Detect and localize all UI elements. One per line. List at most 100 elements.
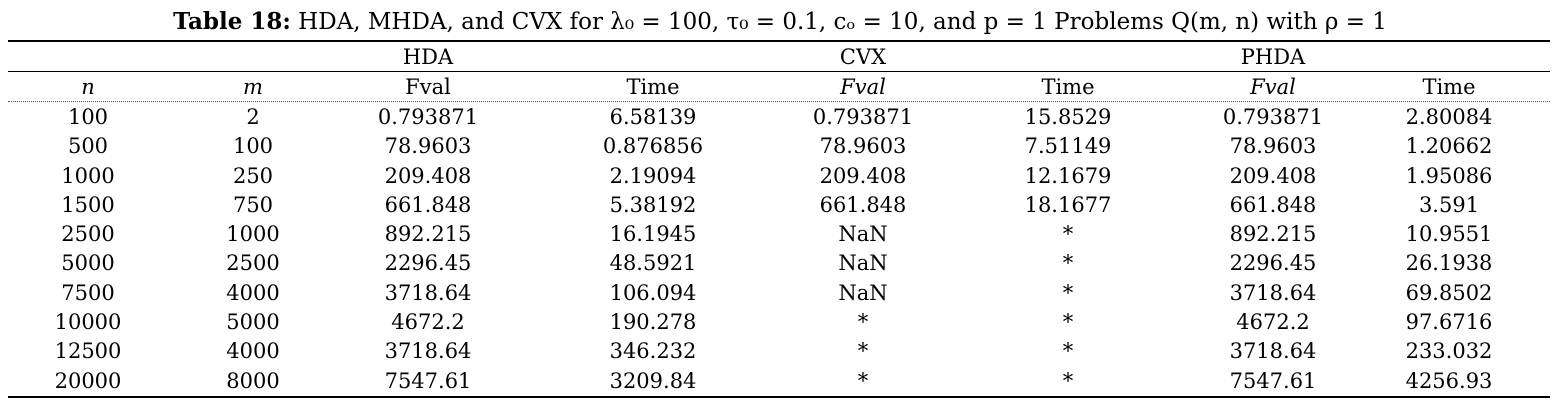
cell-cvx-time: * — [1062, 339, 1074, 364]
cell-cvx-fval: 209.408 — [819, 163, 907, 188]
cell-cvx-fval: * — [857, 310, 869, 335]
cell-n: 5000 — [61, 251, 115, 276]
cell-cvx-fval: 0.793871 — [812, 105, 914, 129]
group-spacer — [938, 43, 1198, 71]
column-header-row: n m Fval Time Fval Time Fval Time — [8, 72, 1550, 102]
group-spacer — [1348, 43, 1550, 71]
table-row: 2500 1000 892.215 16.1945 NaN * 892.215 10.9551 — [8, 220, 1550, 249]
cell-cvx-time: * — [1062, 280, 1074, 305]
cell-phda-fval: 3718.64 — [1229, 339, 1317, 364]
cell-cvx-time: 18.1677 — [1024, 192, 1112, 217]
top-rule — [8, 40, 1550, 42]
cell-phda-fval: 209.408 — [1229, 163, 1317, 188]
cell-hda-time: 3209.84 — [609, 368, 697, 393]
caption-label: Table 18: — [173, 8, 291, 35]
cell-phda-time: 1.95086 — [1405, 163, 1493, 188]
cell-hda-time: 106.094 — [609, 280, 697, 305]
cell-cvx-fval: * — [857, 339, 869, 364]
cell-hda-time: 346.232 — [609, 339, 697, 364]
cell-m: 5000 — [226, 310, 280, 335]
cell-n: 1500 — [61, 192, 115, 217]
cell-hda-fval: 78.9603 — [384, 134, 472, 159]
cell-phda-time: 4256.93 — [1405, 368, 1493, 393]
table-body: 100 2 0.793871 6.58139 0.793871 15.8529 0.7938… — [8, 103, 1550, 396]
cell-cvx-time: * — [1062, 222, 1074, 247]
group-header-row: HDA CVX PHDA — [8, 43, 1550, 71]
col-header-cvx-time: Time — [1041, 75, 1095, 99]
cell-cvx-time: 7.51149 — [1024, 134, 1112, 159]
cell-cvx-fval: NaN — [838, 251, 888, 276]
cell-hda-time: 16.1945 — [609, 222, 697, 247]
header-dotted-rule — [8, 101, 1550, 102]
cell-m: 1000 — [226, 222, 280, 247]
cell-phda-fval: 78.9603 — [1229, 134, 1317, 159]
cell-hda-time: 6.58139 — [609, 105, 697, 129]
cell-hda-fval: 4672.2 — [391, 310, 465, 335]
cell-cvx-time: * — [1062, 251, 1074, 276]
cell-hda-fval: 3718.64 — [384, 280, 472, 305]
col-header-n: n — [81, 75, 95, 99]
cell-phda-fval: 661.848 — [1229, 192, 1317, 217]
bottom-rule — [8, 396, 1550, 398]
group-spacer — [518, 43, 788, 71]
caption-text: HDA, MHDA, and CVX for λ₀ = 100, τ₀ = 0.… — [298, 9, 1387, 35]
cell-m: 4000 — [226, 339, 280, 364]
cell-phda-time: 10.9551 — [1405, 222, 1493, 247]
cell-phda-time: 2.80084 — [1405, 105, 1493, 129]
cell-hda-fval: 892.215 — [384, 222, 472, 247]
cell-n: 500 — [67, 134, 109, 159]
group-spacer — [8, 43, 168, 71]
table-row: 100 2 0.793871 6.58139 0.793871 15.8529 0.7938… — [8, 103, 1550, 132]
cell-hda-time: 0.876856 — [602, 134, 704, 159]
cell-m: 750 — [232, 192, 274, 217]
cell-phda-fval: 0.793871 — [1222, 105, 1324, 129]
cell-phda-time: 26.1938 — [1405, 251, 1493, 276]
cell-cvx-fval: 78.9603 — [819, 134, 907, 159]
group-phda: PHDA — [1240, 45, 1306, 69]
cell-hda-time: 5.38192 — [609, 192, 697, 217]
table-caption: Table 18: HDA, MHDA, and CVX for λ₀ = 10… — [0, 8, 1560, 36]
cell-hda-fval: 0.793871 — [377, 105, 479, 129]
table-row: 10000 5000 4672.2 190.278 * * 4672.2 97.6716 — [8, 308, 1550, 337]
cell-n: 12500 — [54, 339, 122, 364]
group-hda: HDA — [402, 45, 454, 69]
cell-cvx-time: 12.1679 — [1024, 163, 1112, 188]
cell-phda-time: 233.032 — [1405, 339, 1493, 364]
cell-phda-time: 69.8502 — [1405, 280, 1493, 305]
table-row: 20000 8000 7547.61 3209.84 * * 7547.61 4256.93 — [8, 367, 1550, 396]
cell-m: 2500 — [226, 251, 280, 276]
cell-phda-fval: 3718.64 — [1229, 280, 1317, 305]
cell-hda-time: 2.19094 — [609, 163, 697, 188]
cell-n: 100 — [67, 105, 109, 129]
cell-cvx-fval: 661.848 — [819, 192, 907, 217]
cell-phda-time: 3.591 — [1418, 192, 1480, 217]
cell-hda-time: 48.5921 — [609, 251, 697, 276]
table-row: 12500 4000 3718.64 346.232 * * 3718.64 233.032 — [8, 337, 1550, 366]
cell-phda-time: 1.20662 — [1405, 134, 1493, 159]
cell-hda-time: 190.278 — [609, 310, 697, 335]
group-spacer — [168, 43, 338, 71]
table-row: 1000 250 209.408 2.19094 209.408 12.1679 209.4… — [8, 162, 1550, 191]
col-header-phda-fval: Fval — [1250, 75, 1296, 99]
col-header-m: m — [243, 75, 263, 99]
cell-phda-fval: 892.215 — [1229, 222, 1317, 247]
cell-cvx-fval: NaN — [838, 222, 888, 247]
cell-n: 20000 — [54, 368, 122, 393]
group-cvx: CVX — [839, 45, 887, 69]
cell-m: 2 — [246, 105, 260, 129]
cell-n: 10000 — [54, 310, 122, 335]
cell-m: 4000 — [226, 280, 280, 305]
cell-cvx-fval: NaN — [838, 280, 888, 305]
col-header-cvx-fval: Fval — [840, 75, 886, 99]
cell-phda-fval: 7547.61 — [1229, 368, 1317, 393]
cell-hda-fval: 3718.64 — [384, 339, 472, 364]
cell-hda-fval: 7547.61 — [384, 368, 472, 393]
cell-n: 2500 — [61, 222, 115, 247]
cell-phda-time: 97.6716 — [1405, 310, 1493, 335]
cell-hda-fval: 2296.45 — [384, 251, 472, 276]
table-row: 7500 4000 3718.64 106.094 NaN * 3718.64 69.8502 — [8, 279, 1550, 308]
mid-rule — [8, 71, 1550, 72]
col-header-hda-time: Time — [626, 75, 680, 99]
col-header-hda-fval: Fval — [405, 75, 451, 99]
